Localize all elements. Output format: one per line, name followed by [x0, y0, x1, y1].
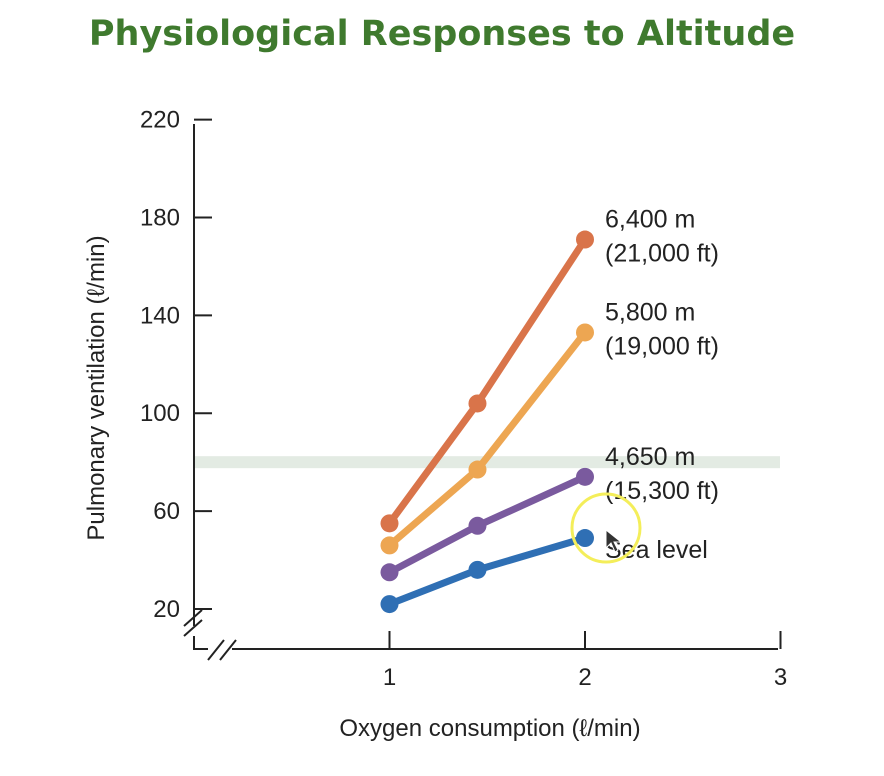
y-tick-label: 100 [140, 400, 180, 427]
slide-title: Physiological Responses to Altitude [88, 14, 796, 54]
series-labels: 6,400 m (21,000 ft) 5,800 m (19,000 ft) 4,65… [605, 206, 719, 565]
data-point [576, 230, 594, 249]
series-line [386, 236, 589, 527]
y-ticks: 20 60 100 140 180 220 [140, 107, 212, 623]
data-point [576, 467, 594, 486]
data-point [380, 563, 399, 582]
series-line [386, 328, 589, 549]
series-label: 5,800 m [605, 298, 695, 326]
data-point [380, 514, 399, 533]
series-lines [380, 230, 594, 614]
data-point [468, 516, 487, 535]
data-point [468, 560, 487, 579]
x-tick-label: 2 [578, 664, 591, 691]
y-tick-label: 140 [140, 302, 180, 329]
series-label: 4,650 m [605, 443, 695, 471]
series-label: 6,400 m [605, 206, 695, 234]
x-tick-label: 1 [383, 664, 396, 691]
data-point [468, 394, 487, 413]
data-point [380, 536, 399, 555]
cursor-highlight-ring [570, 492, 642, 564]
axis-break-mark [183, 609, 237, 661]
data-point [576, 323, 594, 342]
data-point [576, 529, 594, 548]
series-label-sub: (15,300 ft) [605, 477, 719, 505]
series-label-sub: (19,000 ft) [605, 332, 719, 360]
data-point [468, 460, 487, 479]
series-label-sub: (21,000 ft) [605, 240, 719, 268]
y-tick-label: 60 [153, 498, 180, 525]
x-tick-label: 3 [774, 664, 787, 691]
y-axis-label: Pulmonary ventilation (ℓ/min) [83, 235, 110, 540]
y-tick-label: 180 [140, 204, 180, 231]
data-point [380, 595, 399, 614]
y-tick-label: 20 [153, 596, 180, 623]
y-tick-label: 220 [140, 107, 180, 134]
mouse-pointer-icon [605, 528, 623, 553]
axes [183, 124, 778, 661]
x-axis-label: Oxygen consumption (ℓ/min) [339, 715, 640, 742]
x-ticks: 1 2 3 [383, 631, 787, 691]
series-line [386, 534, 589, 608]
